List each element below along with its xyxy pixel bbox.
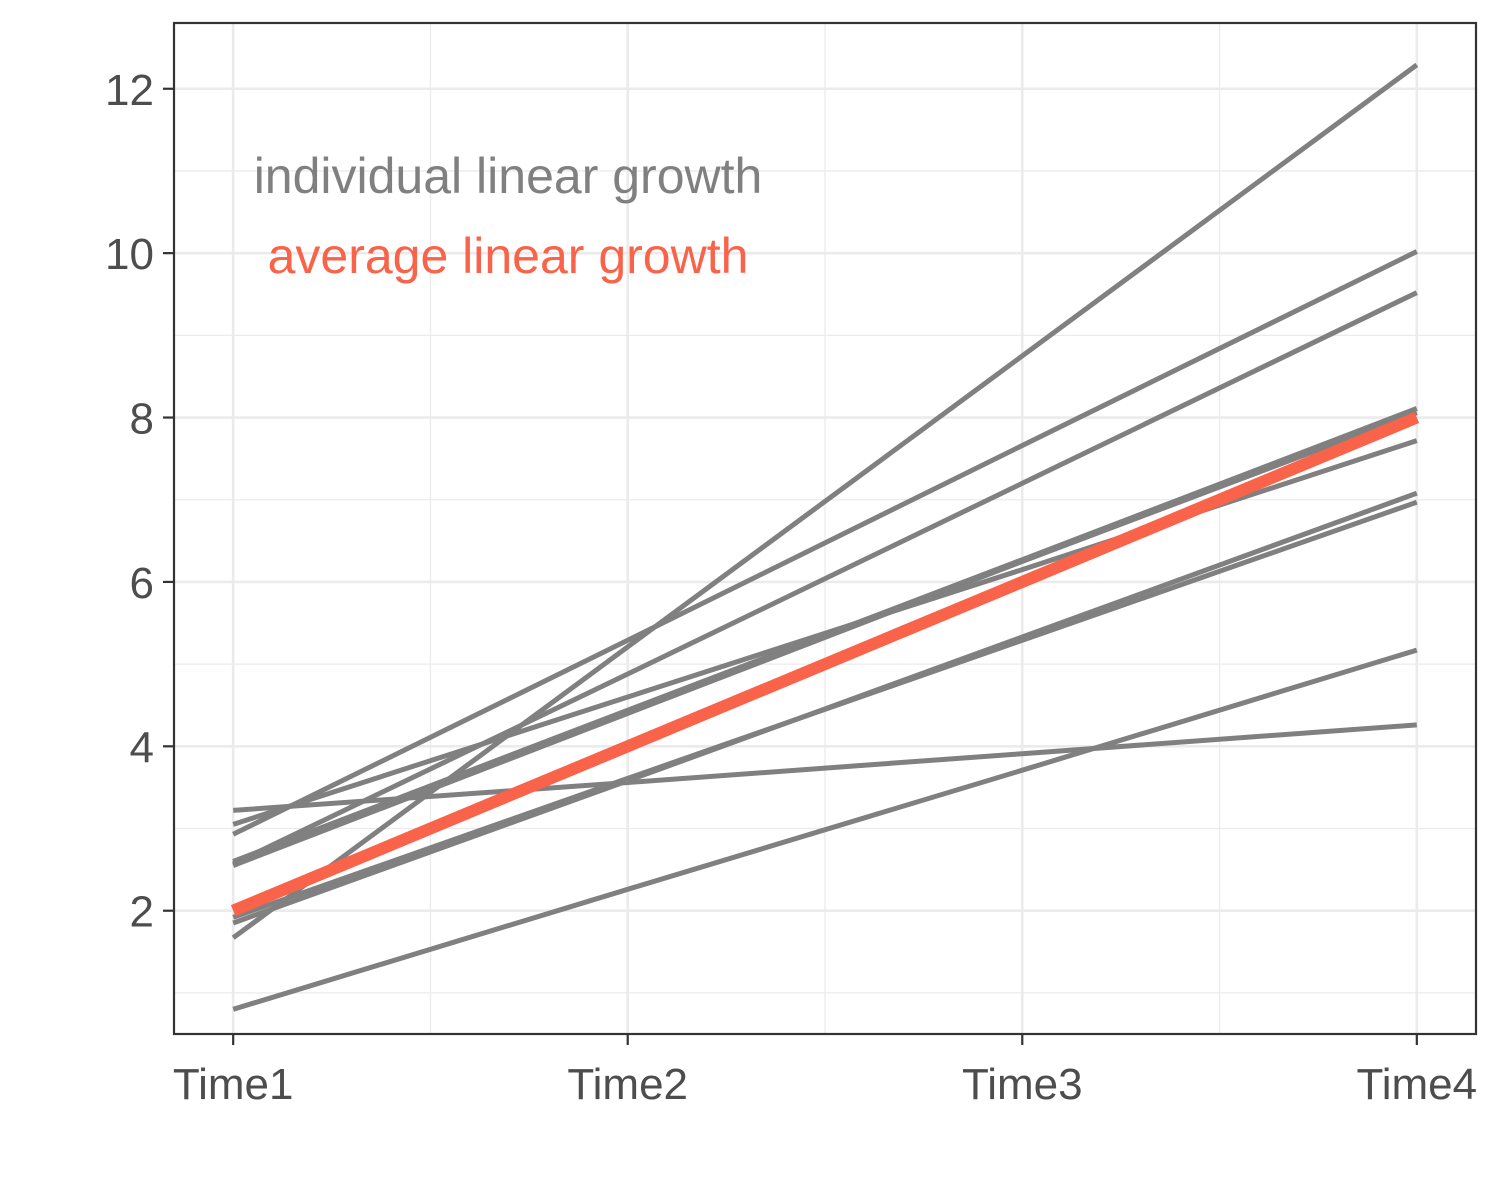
x-tick-label: Time2 <box>567 1060 688 1109</box>
major-gridlines <box>174 23 1476 1034</box>
y-tick-label: 2 <box>130 888 154 937</box>
x-axis-tick-labels: Time1 Time2 Time3 Time4 <box>173 1060 1477 1109</box>
series-line-individual-3 <box>232 290 1418 867</box>
series-lines <box>230 62 1420 1012</box>
series-line-individual-1 <box>231 62 1419 940</box>
x-tick-label: Time1 <box>173 1060 294 1109</box>
y-tick-label: 6 <box>130 559 154 608</box>
series-line-individual-2 <box>232 249 1418 837</box>
y-tick-label: 4 <box>130 723 154 772</box>
y-tick-label: 10 <box>105 230 154 279</box>
plot-panel-border <box>172 21 1478 1036</box>
x-tick-label: Time3 <box>962 1060 1083 1109</box>
annotation-average-growth: average linear growth <box>268 228 749 284</box>
series-line-individual-10 <box>232 647 1418 1012</box>
y-axis-tick-labels: 2 4 6 8 10 12 <box>105 66 154 937</box>
x-tick-label: Time4 <box>1357 1060 1478 1109</box>
series-line-individual-5 <box>232 410 1418 868</box>
y-tick-label: 8 <box>130 395 154 444</box>
axis-ticks <box>163 87 1418 1045</box>
annotation-individual-growth: individual linear growth <box>254 148 763 204</box>
y-tick-label: 12 <box>105 66 154 115</box>
series-line-individual-8 <box>232 499 1418 920</box>
series-line-average <box>230 411 1420 917</box>
series-line-individual-9 <box>233 722 1417 813</box>
